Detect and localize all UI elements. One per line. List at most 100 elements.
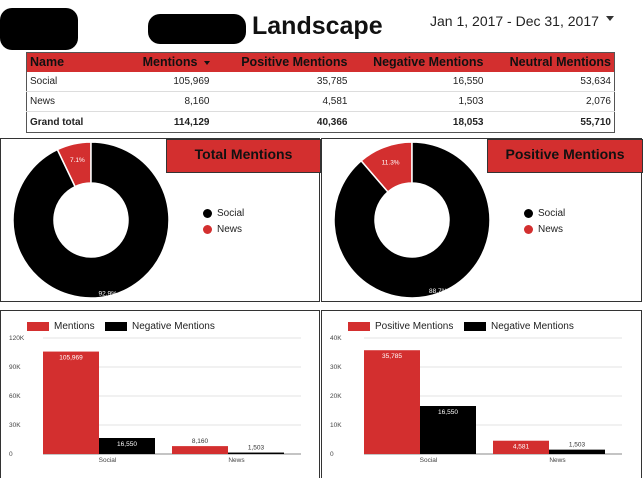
- y-tick-label: 10K: [330, 422, 342, 429]
- legend-item-social[interactable]: Social: [524, 208, 565, 219]
- y-tick-label: 60K: [9, 393, 21, 400]
- slice-label: 11.3%: [382, 159, 400, 166]
- column-header-neutral[interactable]: Neutral Mentions: [486, 52, 615, 72]
- y-tick-label: 30K: [9, 422, 21, 429]
- positive-bar-chart: 0 10K 20K 30K 40K Social 35,785 16,550 News 4,581…: [330, 335, 622, 464]
- data-label: 1,503: [248, 445, 265, 452]
- total-mentions-panel: 7.1% 92.9% Total Mentions Social News: [0, 138, 321, 302]
- pie-slice-social[interactable]: [333, 141, 491, 299]
- table-cell: 55,710: [486, 111, 615, 133]
- y-tick-label: 90K: [9, 364, 21, 371]
- legend-label: Social: [538, 208, 566, 219]
- table-row: News 8,160 4,581 1,503 2,076: [26, 91, 615, 112]
- y-tick-label: 120K: [9, 335, 25, 342]
- x-tick-label: Social: [99, 457, 117, 464]
- chart-title: Total Mentions: [166, 139, 321, 173]
- legend-item-news[interactable]: News: [524, 224, 563, 235]
- positive-mentions-donut-chart: 11.3% 88.7%: [333, 141, 491, 299]
- legend-label: Negative Mentions: [491, 321, 574, 332]
- data-label: 35,785: [382, 353, 402, 360]
- bar-positive-mentions-social[interactable]: [364, 350, 420, 454]
- chart-title: Positive Mentions: [487, 139, 643, 173]
- data-label: 4,581: [513, 444, 530, 451]
- sort-desc-icon[interactable]: [203, 60, 210, 65]
- legend-label: Positive Mentions: [375, 321, 454, 332]
- column-header-mentions[interactable]: Mentions: [126, 52, 213, 72]
- slice-label: 7.1%: [70, 157, 85, 164]
- legend-swatch: [27, 322, 49, 331]
- y-tick-label: 20K: [330, 393, 342, 400]
- data-label: 8,160: [192, 438, 209, 445]
- table-cell: 8,160: [126, 91, 213, 112]
- table-header-row: Name Mentions Positive Mentions Negative…: [26, 52, 615, 72]
- redacted-logo: [0, 8, 78, 50]
- legend-item-negative-mentions[interactable]: Negative Mentions: [464, 321, 574, 332]
- positive-bar-panel: Positive Mentions Negative Mentions 0 10K…: [321, 310, 642, 478]
- legend-label: Social: [217, 208, 245, 219]
- pie-slice-social[interactable]: [12, 141, 170, 299]
- mentions-bar-panel: Mentions Negative Mentions 0 30K 60K 90K 120…: [0, 310, 320, 478]
- bar-negative-mentions-news[interactable]: [228, 452, 284, 454]
- bar-positive-mentions-news[interactable]: [493, 440, 549, 454]
- legend-label: News: [217, 224, 243, 235]
- bar-negative-mentions-news[interactable]: [549, 449, 605, 454]
- legend-item-social[interactable]: Social: [203, 208, 244, 219]
- y-tick-label: 40K: [330, 335, 342, 342]
- table-row: Social 105,969 35,785 16,550 53,634: [26, 71, 615, 92]
- table-cell: 40,366: [212, 111, 351, 133]
- bar-negative-mentions-social[interactable]: [420, 406, 476, 454]
- slice-label: 92.9%: [98, 291, 117, 298]
- table-cell: News: [26, 91, 127, 112]
- legend-item-negative-mentions[interactable]: Negative Mentions: [105, 321, 215, 332]
- column-header-positive[interactable]: Positive Mentions: [212, 52, 351, 72]
- table-cell: Social: [26, 71, 127, 92]
- table-cell: 2,076: [486, 91, 615, 112]
- positive-mentions-panel: 11.3% 88.7% Positive Mentions Social News: [321, 138, 643, 302]
- legend-swatch: [464, 322, 486, 331]
- legend-label: Negative Mentions: [132, 321, 215, 332]
- table-cell: 4,581: [212, 91, 351, 112]
- legend-swatch: [203, 209, 212, 218]
- table-cell: 35,785: [212, 71, 351, 92]
- x-tick-label: Social: [420, 457, 438, 464]
- legend-swatch: [203, 225, 212, 234]
- table-total-row: Grand total 114,129 40,366 18,053 55,710: [26, 111, 615, 133]
- redacted-title-prefix: [148, 14, 246, 44]
- table-cell: 1,503: [350, 91, 487, 112]
- data-label: 16,550: [438, 409, 458, 416]
- legend-swatch: [524, 225, 533, 234]
- legend-swatch: [348, 322, 370, 331]
- table-cell: 114,129: [126, 111, 213, 133]
- y-tick-label: 30K: [330, 364, 342, 371]
- table-cell: Grand total: [26, 111, 127, 133]
- table-cell: 105,969: [126, 71, 213, 92]
- table-cell: 18,053: [350, 111, 487, 133]
- slice-label: 88.7%: [429, 288, 448, 295]
- table-cell: 16,550: [350, 71, 487, 92]
- column-header-negative[interactable]: Negative Mentions: [350, 52, 487, 72]
- table-cell: 53,634: [486, 71, 615, 92]
- date-range-picker[interactable]: Jan 1, 2017 - Dec 31, 2017: [430, 13, 599, 29]
- y-tick-label: 0: [9, 451, 13, 458]
- data-label: 1,503: [569, 442, 586, 449]
- legend-item-mentions[interactable]: Mentions: [27, 321, 95, 332]
- legend-label: News: [538, 224, 564, 235]
- x-tick-label: News: [228, 457, 245, 464]
- chevron-down-icon[interactable]: [606, 16, 614, 21]
- summary-table: Name Mentions Positive Mentions Negative…: [26, 52, 615, 133]
- bar-mentions-news[interactable]: [172, 446, 228, 454]
- total-mentions-donut-chart: 7.1% 92.9%: [12, 141, 170, 299]
- column-header-name[interactable]: Name: [26, 52, 127, 72]
- y-tick-label: 0: [330, 451, 334, 458]
- data-label: 16,550: [117, 441, 137, 448]
- legend-label: Mentions: [54, 321, 95, 332]
- legend-swatch: [105, 322, 127, 331]
- bar-mentions-social[interactable]: [43, 351, 99, 454]
- page-title: Landscape: [252, 12, 383, 40]
- legend-swatch: [524, 209, 533, 218]
- legend-item-positive-mentions[interactable]: Positive Mentions: [348, 321, 453, 332]
- bar-negative-mentions-social[interactable]: [99, 438, 155, 454]
- data-label: 105,969: [59, 355, 83, 362]
- legend-item-news[interactable]: News: [203, 224, 242, 235]
